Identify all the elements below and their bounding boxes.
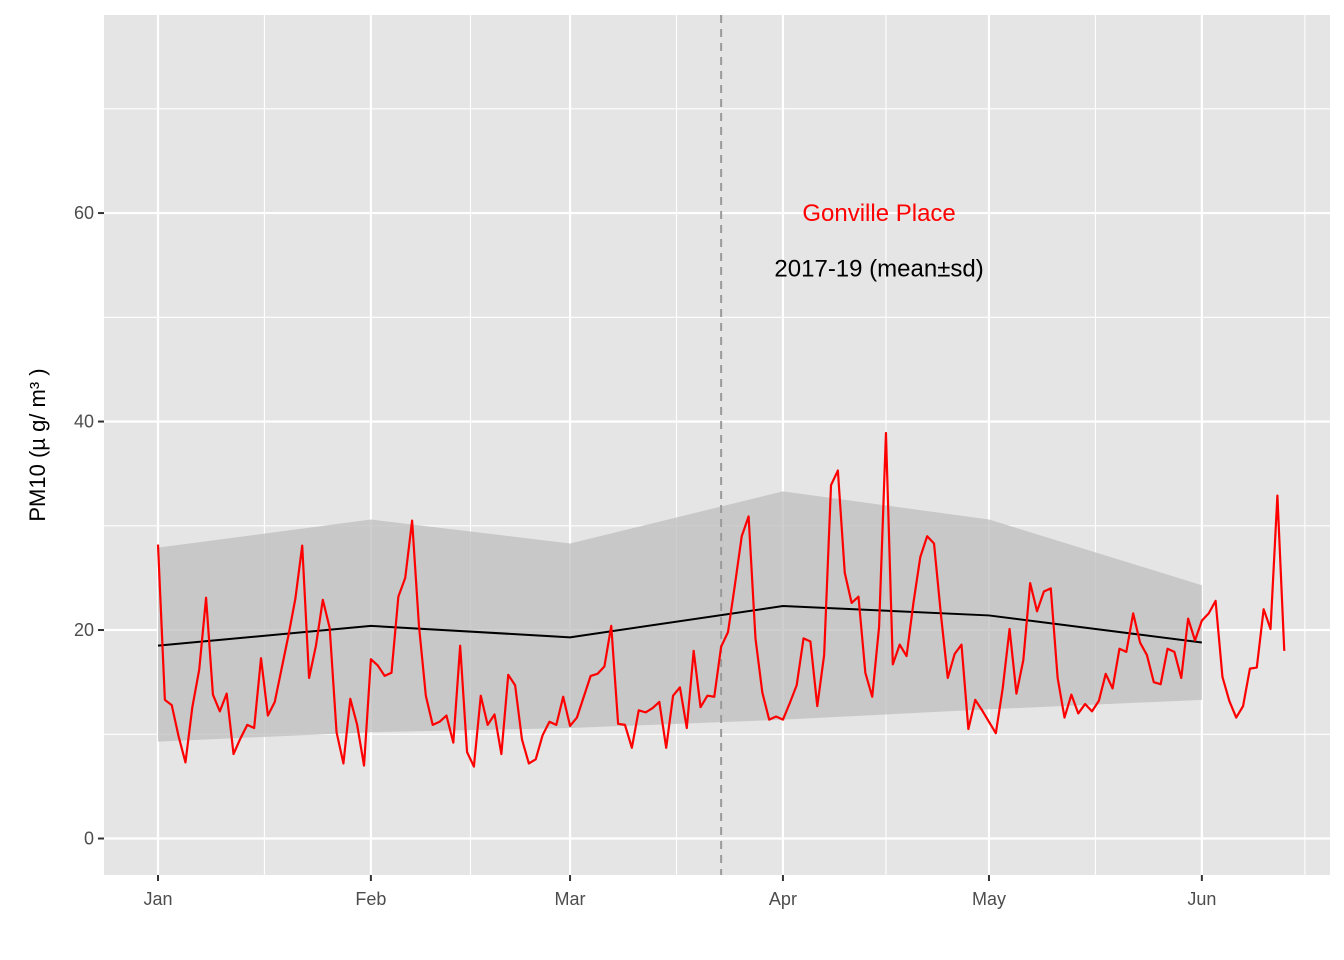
x-tick-label: Jun bbox=[1187, 889, 1216, 909]
y-axis: 0 20 40 60 bbox=[74, 203, 104, 849]
sd-band bbox=[158, 491, 1202, 742]
annotations: Gonville Place 2017-19 (mean±sd) bbox=[774, 200, 983, 282]
x-axis: Jan Feb Mar Apr May Jun bbox=[143, 875, 1216, 909]
plot-panel bbox=[104, 15, 1330, 875]
y-tick-label: 60 bbox=[74, 203, 94, 223]
y-tick-label: 40 bbox=[74, 412, 94, 432]
y-tick-label: 0 bbox=[84, 829, 94, 849]
baseline-label: 2017-19 (mean±sd) bbox=[774, 255, 983, 282]
x-tick-label: Mar bbox=[555, 889, 586, 909]
y-axis-title: PM10 (µ g/ m³ ) bbox=[25, 368, 50, 521]
x-tick-label: Apr bbox=[769, 889, 797, 909]
site-label: Gonville Place bbox=[802, 200, 955, 227]
x-tick-label: Jan bbox=[143, 889, 172, 909]
y-tick-label: 20 bbox=[74, 620, 94, 640]
chart-marks bbox=[156, 15, 1286, 875]
grid-minor bbox=[104, 15, 1330, 875]
x-tick-label: May bbox=[972, 889, 1006, 909]
x-tick-label: Feb bbox=[355, 889, 386, 909]
mean-line bbox=[157, 605, 1202, 647]
daily-pm10-line bbox=[156, 431, 1286, 768]
